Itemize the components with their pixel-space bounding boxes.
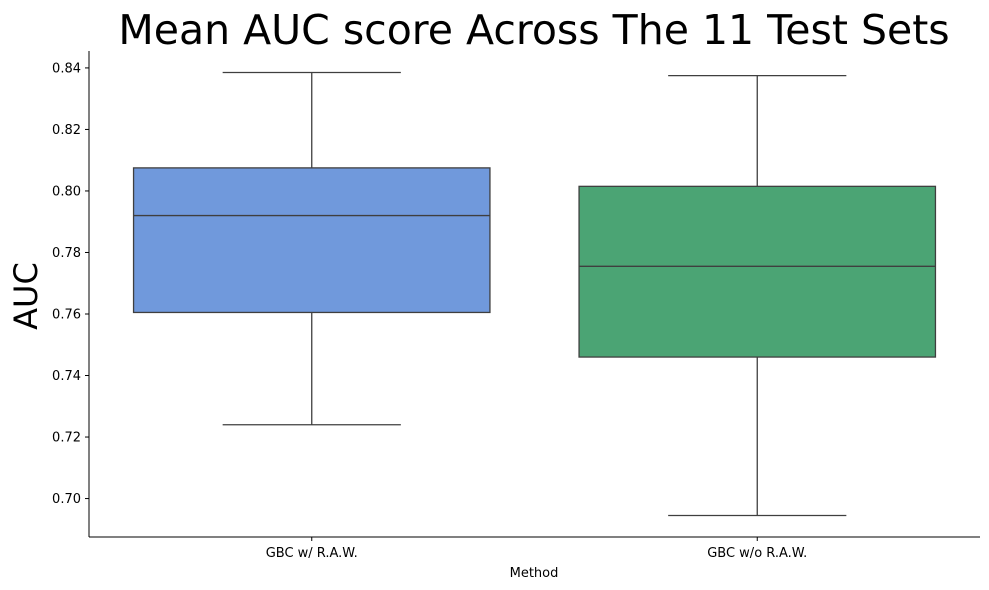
box-iqr: [132, 167, 491, 314]
plot-area: 0.70 0.72 0.74 0.76 0.78 0.80 0.82 0.84 GBC w/ R…: [52, 61, 937, 561]
x-tick-label: GBC w/ R.A.W.: [266, 546, 358, 561]
y-tick-label: 0.82: [52, 123, 81, 138]
y-tick-label: 0.84: [52, 61, 81, 76]
y-tick-label: 0.72: [52, 431, 81, 446]
y-tick-label: 0.76: [52, 307, 81, 322]
chart-title: Mean AUC score Across The 11 Test Sets: [118, 6, 949, 54]
y-tick-label: 0.74: [52, 369, 81, 384]
y-tick-label: 0.78: [52, 246, 81, 261]
y-tick-label: 0.70: [52, 492, 81, 507]
x-tick-label: GBC w/o R.A.W.: [707, 546, 807, 561]
y-axis-label: AUC: [7, 262, 45, 330]
x-axis-label: Method: [510, 566, 559, 581]
box-iqr: [578, 185, 937, 358]
y-tick-label: 0.80: [52, 184, 81, 199]
